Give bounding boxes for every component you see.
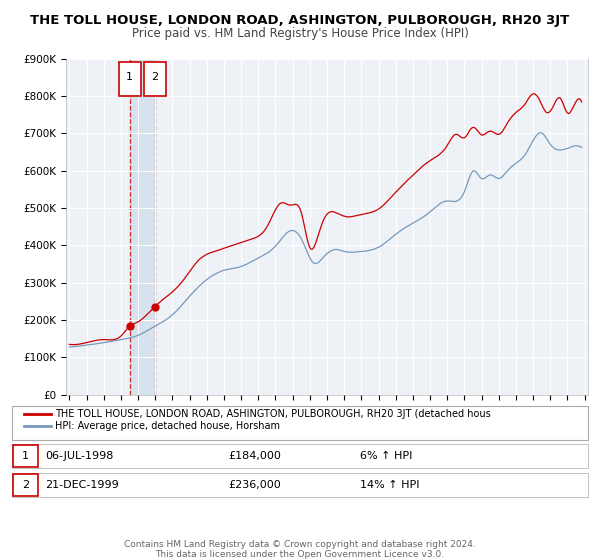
Text: 2: 2 bbox=[22, 480, 29, 489]
Text: 2: 2 bbox=[151, 72, 158, 82]
Text: THE TOLL HOUSE, LONDON ROAD, ASHINGTON, PULBOROUGH, RH20 3JT (detached hous: THE TOLL HOUSE, LONDON ROAD, ASHINGTON, … bbox=[55, 409, 491, 419]
Text: £236,000: £236,000 bbox=[228, 480, 281, 489]
Text: HPI: Average price, detached house, Horsham: HPI: Average price, detached house, Hors… bbox=[55, 421, 280, 431]
Text: 21-DEC-1999: 21-DEC-1999 bbox=[45, 480, 119, 489]
Text: 1: 1 bbox=[126, 72, 133, 82]
Text: 06-JUL-1998: 06-JUL-1998 bbox=[45, 451, 113, 461]
Text: Price paid vs. HM Land Registry's House Price Index (HPI): Price paid vs. HM Land Registry's House … bbox=[131, 27, 469, 40]
Text: THE TOLL HOUSE, LONDON ROAD, ASHINGTON, PULBOROUGH, RH20 3JT: THE TOLL HOUSE, LONDON ROAD, ASHINGTON, … bbox=[31, 14, 569, 27]
Text: Contains HM Land Registry data © Crown copyright and database right 2024.: Contains HM Land Registry data © Crown c… bbox=[124, 540, 476, 549]
Text: 14% ↑ HPI: 14% ↑ HPI bbox=[360, 480, 419, 489]
Text: 1: 1 bbox=[22, 451, 29, 461]
Text: £184,000: £184,000 bbox=[228, 451, 281, 461]
FancyBboxPatch shape bbox=[143, 62, 166, 96]
FancyBboxPatch shape bbox=[119, 62, 140, 96]
Bar bbox=[130, 59, 155, 395]
Text: This data is licensed under the Open Government Licence v3.0.: This data is licensed under the Open Gov… bbox=[155, 550, 445, 559]
Text: 6% ↑ HPI: 6% ↑ HPI bbox=[360, 451, 412, 461]
